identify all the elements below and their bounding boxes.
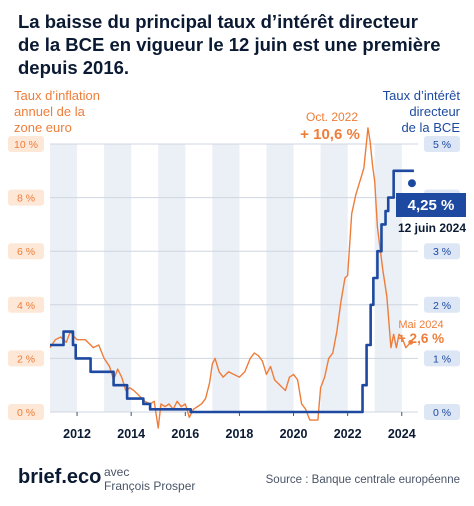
right-tick-label: 5 % xyxy=(433,139,451,151)
year-band xyxy=(320,144,348,412)
right-axis-title-line: directeur xyxy=(409,104,460,119)
left-tick-bg xyxy=(8,404,44,420)
peak-date-label: Oct. 2022 xyxy=(306,110,358,124)
x-tick-label: 2024 xyxy=(388,427,416,441)
left-tick: 4 % xyxy=(8,296,44,313)
rate-badge-value: 4,25 % xyxy=(408,197,455,214)
author-credit: avec François Prosper xyxy=(104,465,195,493)
left-axis-title-line: annuel de la xyxy=(14,104,85,119)
left-tick-label: 10 % xyxy=(14,139,38,151)
right-tick-label: 2 % xyxy=(433,300,451,312)
right-axis-ticks: 0 %1 %2 %3 %4 %5 % xyxy=(424,136,460,420)
left-tick: 10 % xyxy=(8,136,44,152)
title-line: depuis 2016. xyxy=(18,57,130,78)
left-tick: 2 % xyxy=(8,350,44,367)
left-tick-label: 2 % xyxy=(17,353,35,365)
left-tick-bg xyxy=(8,243,44,260)
right-tick: 1 % xyxy=(424,350,460,367)
left-tick-bg xyxy=(8,296,44,313)
rate-date-label: 12 juin 2024 xyxy=(398,221,466,235)
year-band xyxy=(104,144,132,412)
author-credit-line: François Prosper xyxy=(104,479,196,493)
left-tick: 0 % xyxy=(8,404,44,420)
x-tick-label: 2020 xyxy=(280,427,308,441)
chart-title: La baisse du principal taux d’intérêt di… xyxy=(18,10,458,79)
x-tick-label: 2018 xyxy=(226,427,254,441)
year-band xyxy=(50,144,78,412)
x-tick-label: 2014 xyxy=(117,427,145,441)
source-note: Source : Banque centrale européenne xyxy=(265,474,460,486)
right-tick-bg xyxy=(424,296,460,313)
right-tick: 5 % xyxy=(424,136,460,152)
rate-end-dot xyxy=(407,179,416,188)
latest-inflation-value: + 2,6 % xyxy=(398,331,444,346)
right-axis-title-line: de la BCE xyxy=(401,120,460,135)
year-band xyxy=(266,144,294,412)
peak-value-label: + 10,6 % xyxy=(300,126,360,143)
x-axis-ticks: 2012 2014 2016 2018 2020 2022 2024 xyxy=(63,412,416,441)
right-tick-bg xyxy=(424,404,460,420)
right-tick: 0 % xyxy=(424,404,460,420)
right-axis-title: Taux d’intérêt directeur de la BCE xyxy=(350,88,460,136)
year-bands xyxy=(50,144,402,412)
rate-series-line xyxy=(50,169,414,414)
author-credit-line: avec xyxy=(104,465,130,479)
left-tick-label: 4 % xyxy=(17,300,35,312)
x-tick-label: 2016 xyxy=(171,427,199,441)
left-axis-title-line: zone euro xyxy=(14,120,72,135)
year-band xyxy=(212,144,240,412)
right-tick-label: 3 % xyxy=(433,246,451,258)
x-tick-label: 2012 xyxy=(63,427,91,441)
left-tick-bg xyxy=(8,136,44,152)
right-tick: 2 % xyxy=(424,296,460,313)
right-tick: 3 % xyxy=(424,243,460,260)
right-tick-bg xyxy=(424,243,460,260)
left-tick-label: 8 % xyxy=(17,193,35,205)
year-band xyxy=(374,144,402,412)
year-band xyxy=(158,144,186,412)
left-axis-title-line: Taux d’inflation xyxy=(14,88,100,103)
left-tick-label: 6 % xyxy=(17,246,35,258)
left-tick-label: 0 % xyxy=(17,407,35,419)
brand-logo: brief.eco xyxy=(18,466,102,488)
left-tick: 6 % xyxy=(8,243,44,260)
title-line: de la BCE en vigueur le 12 juin est une … xyxy=(18,34,441,55)
inflation-series-line xyxy=(49,127,412,429)
x-tick-label: 2022 xyxy=(334,427,362,441)
left-axis-ticks: 0 % 2 % 4 % 6 % 8 % 10 % xyxy=(8,136,44,420)
latest-inflation-dot xyxy=(408,339,414,345)
latest-inflation-date: Mai 2024 xyxy=(398,319,443,331)
rate-badge xyxy=(396,193,466,217)
left-tick-bg xyxy=(8,350,44,367)
left-tick: 8 % xyxy=(8,189,44,206)
title-line: La baisse du principal taux d’intérêt di… xyxy=(18,11,418,32)
left-tick-bg xyxy=(8,189,44,206)
right-axis-title-line: Taux d’intérêt xyxy=(382,88,460,103)
left-axis-title: Taux d’inflation annuel de la zone euro xyxy=(14,88,124,136)
right-tick-bg xyxy=(424,350,460,367)
right-tick-label: 0 % xyxy=(433,407,451,419)
annotations: Oct. 2022 + 10,6 % Mai 2024+ 2,6 % 4,25 % 12… xyxy=(300,110,466,346)
series-lines xyxy=(49,127,414,429)
right-tick-bg xyxy=(424,136,460,152)
right-tick-label: 1 % xyxy=(433,353,451,365)
